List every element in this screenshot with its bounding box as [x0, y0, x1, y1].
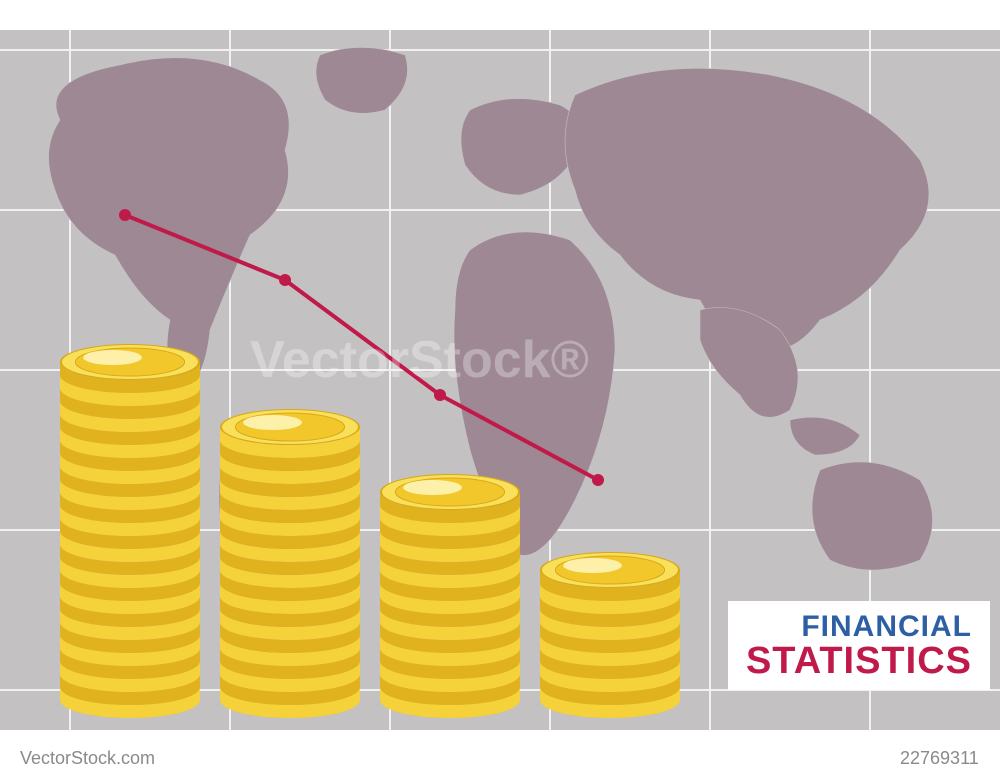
coin-stack	[380, 474, 520, 718]
title-line-2: STATISTICS	[746, 642, 972, 682]
title-line-1: FINANCIAL	[746, 611, 972, 643]
footer-right: 22769311	[900, 748, 979, 769]
title-box: FINANCIAL STATISTICS	[728, 601, 990, 690]
coin-stack	[220, 409, 360, 718]
coin-stack	[540, 552, 680, 718]
footer-left: VectorStock.com	[20, 748, 155, 769]
coin-stack	[60, 344, 200, 718]
infographic-stage: FINANCIAL STATISTICS VectorStock® Vector…	[0, 0, 1000, 780]
